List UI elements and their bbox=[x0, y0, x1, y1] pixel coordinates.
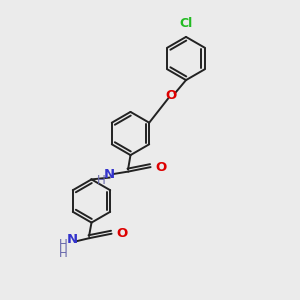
Text: O: O bbox=[156, 160, 167, 174]
Text: O: O bbox=[117, 227, 128, 240]
Text: N: N bbox=[67, 233, 78, 246]
Text: H: H bbox=[59, 247, 68, 260]
Text: Cl: Cl bbox=[179, 17, 193, 30]
Text: N: N bbox=[104, 167, 115, 181]
Text: H: H bbox=[97, 174, 106, 187]
Text: H: H bbox=[59, 238, 68, 251]
Text: O: O bbox=[165, 89, 177, 102]
